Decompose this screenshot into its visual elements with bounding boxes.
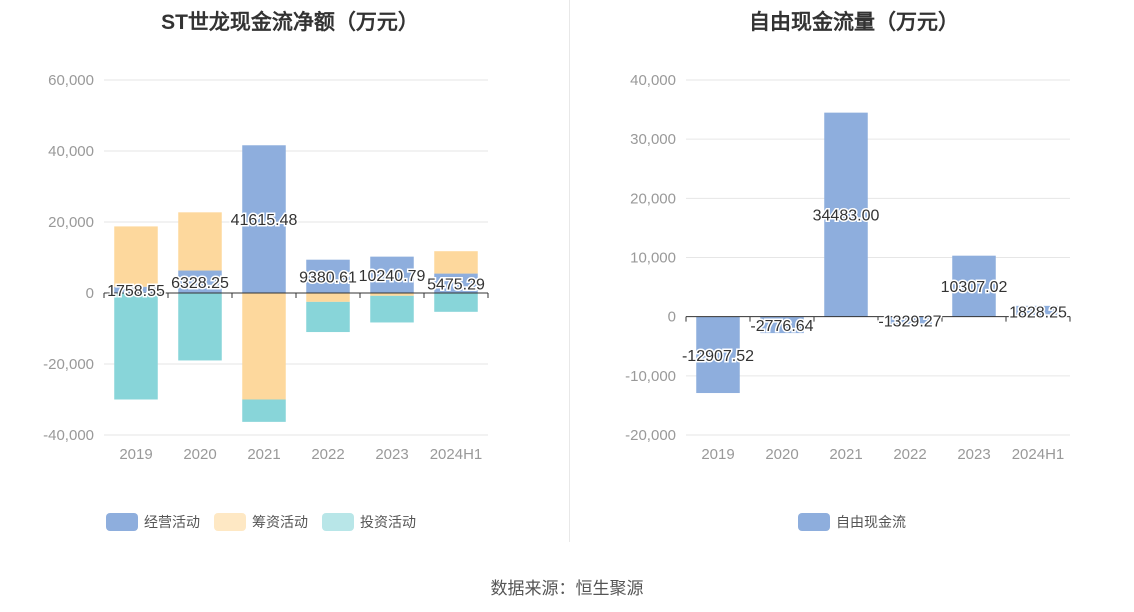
bar-经营活动-2021 [242, 145, 286, 293]
chart-divider [569, 0, 570, 542]
bar-筹资活动-2021 [242, 293, 286, 400]
right-legend: 自由现金流 [798, 512, 920, 532]
legend-swatch [322, 513, 354, 531]
y-tick-label: 10,000 [630, 250, 676, 267]
left-chart-title: ST世龙现金流净额（万元） [161, 11, 419, 34]
x-tick-label: 2019 [701, 446, 734, 463]
x-tick-label: 2019 [119, 446, 152, 463]
data-label: 5475.29 [427, 276, 485, 293]
y-tick-label: -10,000 [625, 368, 676, 385]
legend-swatch [214, 513, 246, 531]
data-label: 9380.61 [299, 269, 357, 286]
legend-label: 自由现金流 [836, 514, 906, 530]
y-tick-label: 20,000 [630, 190, 676, 207]
data-source-note: 数据来源：恒生聚源 [490, 579, 644, 598]
legend-label: 投资活动 [360, 514, 416, 530]
legend-swatch [106, 513, 138, 531]
bar-筹资活动-2022 [306, 293, 350, 302]
bar-投资活动-2024H1 [434, 293, 478, 312]
data-label: -12907.52 [682, 348, 754, 365]
data-label: 10240.79 [359, 268, 426, 285]
bar-投资活动-2019 [114, 293, 158, 400]
bar-筹资活动-2019 [114, 226, 158, 287]
y-tick-label: 40,000 [48, 143, 94, 160]
x-tick-label: 2022 [311, 446, 344, 463]
bar-自由现金流-2020 [760, 316, 804, 334]
y-tick-label: -40,000 [43, 427, 94, 444]
y-tick-label: -20,000 [625, 427, 676, 444]
bar-自由现金流-2019 [696, 316, 740, 394]
x-tick-label: 2023 [957, 446, 990, 463]
cash-flow-net-chart: -40,000 -20,000 0 20,000 40,000 60,000 2019 202… [43, 72, 489, 463]
y-tick-label: 20,000 [48, 214, 94, 231]
bar-经营活动-2023 [370, 256, 414, 293]
x-tick-label: 2020 [183, 446, 216, 463]
data-label: 10307.02 [941, 279, 1008, 296]
bar-投资活动-2022 [306, 301, 350, 333]
bar-经营活动-2022 [306, 259, 350, 293]
x-tick-label: 2024H1 [430, 446, 483, 463]
data-label: 1828.25 [1009, 304, 1067, 321]
legend-swatch [798, 513, 830, 531]
data-label: 1758.55 [107, 283, 165, 300]
bar-投资活动-2021 [242, 399, 286, 422]
bar-自由现金流-2024H1 [1016, 305, 1060, 317]
legend-item[interactable]: 经营活动 [106, 512, 200, 532]
x-tick-label: 2020 [765, 446, 798, 463]
data-label: 6328.25 [171, 275, 229, 292]
left-legend: 经营活动 筹资活动 投资活动 [106, 512, 430, 532]
bar-经营活动-2020 [178, 270, 222, 293]
x-tick-label: 2024H1 [1012, 446, 1065, 463]
free-cash-flow-chart: -20,000 -10,000 0 10,000 20,000 30,000 40,000 2… [625, 72, 1071, 463]
bar-自由现金流-2023 [952, 255, 996, 317]
bar-投资活动-2023 [370, 295, 414, 323]
x-tick-label: 2021 [829, 446, 862, 463]
right-chart-title: 自由现金流量（万元） [749, 11, 959, 34]
bar-经营活动-2024H1 [434, 273, 478, 293]
bar-自由现金流-2022 [888, 316, 932, 325]
legend-item[interactable]: 筹资活动 [214, 512, 308, 532]
y-tick-label: 30,000 [630, 131, 676, 148]
y-tick-label: 60,000 [48, 72, 94, 89]
data-label: -2776.64 [750, 318, 813, 335]
x-tick-label: 2021 [247, 446, 280, 463]
legend-label: 筹资活动 [252, 514, 308, 530]
y-tick-label: 40,000 [630, 72, 676, 89]
data-label: 41615.48 [231, 212, 298, 229]
data-label: 34483.00 [813, 208, 880, 225]
x-tick-label: 2022 [893, 446, 926, 463]
legend-label: 经营活动 [144, 514, 200, 530]
y-tick-label: -20,000 [43, 356, 94, 373]
legend-item[interactable]: 自由现金流 [798, 512, 906, 532]
bar-筹资活动-2023 [370, 293, 414, 296]
bar-筹资活动-2024H1 [434, 251, 478, 274]
bar-投资活动-2020 [178, 293, 222, 361]
x-tick-label: 2023 [375, 446, 408, 463]
bar-筹资活动-2020 [178, 212, 222, 271]
bar-自由现金流-2021 [824, 112, 868, 317]
data-label: -1329.27 [878, 314, 941, 331]
y-tick-label: 0 [86, 285, 94, 302]
y-tick-label: 0 [668, 309, 676, 326]
legend-item[interactable]: 投资活动 [322, 512, 416, 532]
bar-经营活动-2019 [114, 286, 158, 293]
